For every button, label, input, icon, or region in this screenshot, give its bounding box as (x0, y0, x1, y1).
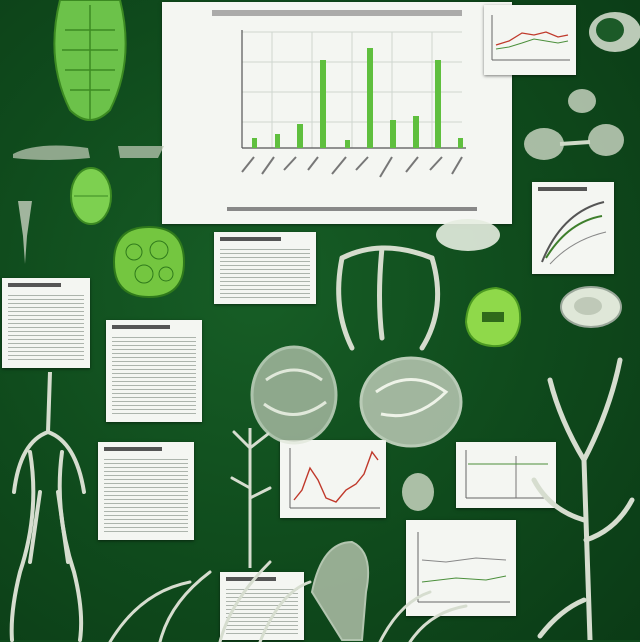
main-bar-chart-card (162, 2, 512, 224)
center-line-chart-card (280, 440, 386, 518)
chart-bars (252, 48, 463, 148)
pale-seed-specimen (436, 219, 500, 251)
chart-line (293, 450, 379, 503)
bar (297, 124, 303, 148)
wing-diagram-card (532, 182, 614, 274)
bar (367, 48, 373, 148)
center-branch-specimen (230, 428, 272, 568)
pale-shell-specimen (560, 286, 622, 328)
chart-grid (242, 31, 462, 149)
pale-bug-specimen (524, 124, 624, 160)
bottom-right-chart (465, 450, 550, 499)
pale-leaf-specimen (568, 89, 596, 113)
bottom-seed-specimen (310, 540, 370, 641)
small-line-chart-card (484, 5, 576, 75)
bar (390, 120, 396, 148)
bottom-chart (417, 532, 510, 603)
bar (435, 60, 441, 148)
wing-diagram (541, 201, 607, 265)
bar (458, 138, 463, 148)
small-line-chart (491, 15, 570, 61)
document-card (220, 572, 304, 640)
bar (345, 140, 350, 148)
bottom-chart-card (406, 520, 516, 616)
main-bar-chart (227, 30, 477, 211)
bottom-branch-specimen (108, 560, 312, 642)
document-card (214, 232, 316, 304)
chart-title-scribble (212, 10, 462, 16)
chart-footer-scribble (227, 207, 477, 211)
bar (413, 116, 419, 148)
document-card (2, 278, 90, 368)
center-line-chart (289, 448, 380, 509)
bar (320, 60, 326, 148)
bar (252, 138, 257, 148)
green-cocoon-specimen (70, 167, 112, 225)
pale-brain-specimen (250, 345, 338, 445)
left-skeleton-specimen (9, 372, 86, 642)
pale-bone-specimen (336, 245, 441, 351)
bottom-right-chart-card (456, 442, 556, 508)
pale-pod-specimen-small (402, 473, 434, 511)
bar (275, 134, 280, 148)
green-pod-specimen (464, 286, 522, 348)
document-card (106, 320, 202, 422)
pale-shell-specimen-large (359, 356, 463, 448)
chart-tick-scribbles (241, 156, 463, 178)
pale-beetle-specimen (589, 12, 640, 52)
bottom-right-branch-specimen (378, 590, 468, 642)
right-tree-specimen (531, 357, 635, 640)
document-card (98, 442, 194, 540)
chart-line (495, 31, 569, 46)
pale-stem-specimen (18, 201, 32, 264)
green-leaf-specimen (53, 0, 127, 121)
pale-claw-specimen (13, 145, 164, 160)
green-cell-specimen (112, 225, 186, 299)
